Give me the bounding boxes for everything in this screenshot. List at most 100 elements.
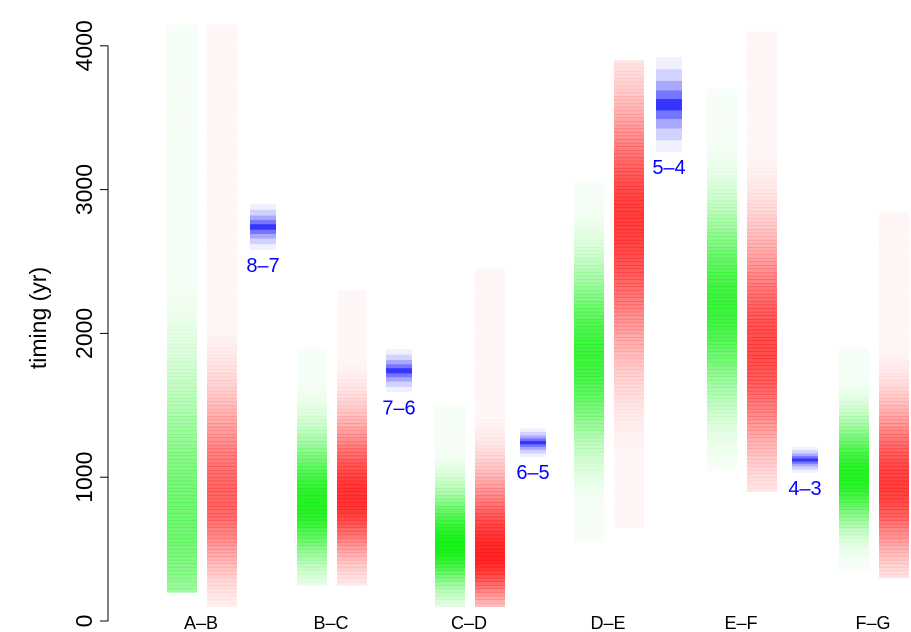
density-band	[747, 319, 777, 324]
density-band	[337, 541, 367, 546]
density-band	[879, 480, 909, 485]
density-band	[747, 171, 777, 176]
density-band	[747, 67, 777, 71]
density-band	[475, 523, 505, 528]
density-band	[297, 455, 327, 460]
density-band	[614, 232, 644, 237]
density-band	[574, 441, 604, 446]
density-band	[167, 387, 197, 392]
density-band	[614, 218, 644, 223]
density-band	[207, 577, 237, 582]
density-band	[337, 297, 367, 301]
density-band	[435, 549, 465, 554]
density-band	[475, 585, 505, 590]
density-band	[747, 35, 777, 39]
density-band	[747, 93, 777, 97]
density-band	[435, 409, 465, 413]
density-band	[435, 527, 465, 532]
density-band	[337, 405, 367, 410]
density-band	[337, 559, 367, 564]
density-band	[207, 64, 237, 68]
density-band	[337, 401, 367, 406]
density-band	[475, 387, 505, 391]
density-band	[747, 64, 777, 68]
density-band	[747, 304, 777, 309]
density-band	[167, 125, 197, 129]
density-band	[879, 531, 909, 536]
density-band	[839, 430, 869, 435]
density-band	[574, 444, 604, 449]
density-band	[435, 470, 465, 475]
density-band	[207, 434, 237, 439]
density-band	[574, 218, 604, 223]
density-band	[707, 419, 737, 424]
density-band	[297, 405, 327, 410]
density-band	[337, 527, 367, 532]
density-band	[707, 376, 737, 381]
density-band	[475, 323, 505, 327]
density-band	[747, 60, 777, 64]
density-band	[435, 466, 465, 471]
green-strip-1	[167, 57, 197, 593]
density-band	[207, 42, 237, 46]
density-band	[475, 509, 505, 514]
density-band	[879, 538, 909, 543]
density-band	[879, 509, 909, 514]
density-band	[475, 505, 505, 510]
density-band	[167, 236, 197, 240]
density-band	[475, 470, 505, 475]
density-band	[707, 111, 737, 115]
density-band	[747, 139, 777, 143]
density-band	[207, 287, 237, 291]
density-band	[747, 261, 777, 266]
density-band	[614, 261, 644, 266]
density-band	[207, 419, 237, 424]
density-band	[207, 380, 237, 385]
density-band	[574, 426, 604, 431]
density-band	[707, 322, 737, 327]
density-band	[207, 85, 237, 89]
density-band	[167, 477, 197, 482]
density-band	[574, 340, 604, 345]
density-band	[297, 366, 327, 370]
density-band	[337, 312, 367, 316]
density-band	[435, 491, 465, 496]
density-band	[337, 390, 367, 395]
density-band	[747, 473, 777, 478]
density-band	[747, 426, 777, 431]
red-strip-6	[879, 240, 909, 579]
density-band	[167, 315, 197, 320]
density-band	[337, 394, 367, 399]
density-band	[614, 150, 644, 155]
density-band	[747, 268, 777, 273]
density-band	[435, 556, 465, 561]
density-band	[879, 265, 909, 269]
density-band	[839, 419, 869, 424]
density-band	[879, 240, 909, 244]
density-band	[167, 57, 197, 61]
density-band	[574, 326, 604, 331]
x-category-label: E–F	[724, 613, 757, 632]
density-band	[207, 107, 237, 111]
density-band	[614, 304, 644, 309]
density-band	[614, 408, 644, 413]
density-band	[167, 412, 197, 417]
density-band	[879, 283, 909, 287]
blue-box-band	[520, 440, 546, 445]
density-band	[747, 39, 777, 43]
density-band	[707, 178, 737, 183]
density-band	[167, 244, 197, 248]
green-strip-4	[574, 207, 604, 503]
red-strip-3	[475, 323, 505, 608]
density-band	[435, 516, 465, 521]
density-band	[435, 445, 465, 449]
density-band	[207, 344, 237, 349]
density-band	[207, 426, 237, 431]
density-band	[207, 372, 237, 377]
green-strip-2	[297, 366, 327, 586]
blue-box-label: 6–5	[516, 462, 549, 484]
density-band	[475, 362, 505, 366]
density-band	[614, 315, 644, 320]
density-band	[614, 85, 644, 90]
density-band	[207, 559, 237, 564]
